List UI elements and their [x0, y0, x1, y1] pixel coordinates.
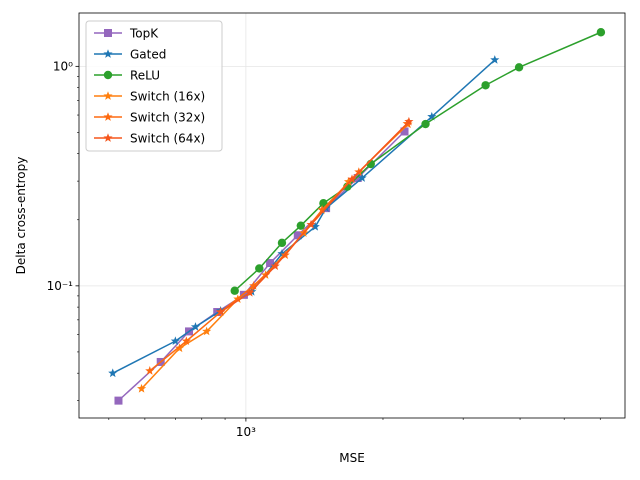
data-point	[230, 286, 239, 295]
legend-label: Switch (16x)	[130, 90, 205, 104]
data-point	[277, 238, 287, 248]
legend-label: Switch (64x)	[130, 132, 205, 146]
data-point	[306, 219, 316, 229]
data-point	[596, 28, 606, 37]
legend-marker	[103, 133, 113, 142]
axis-ticks: 10³ 10⁻¹ 10⁰	[47, 59, 601, 439]
y-axis-label: Delta cross-entropy	[14, 157, 28, 275]
data-point	[255, 264, 264, 273]
x-axis-label: MSE	[339, 451, 365, 465]
y-tick-label: 10⁻¹	[47, 279, 74, 293]
data-point	[347, 174, 357, 184]
legend-marker	[104, 29, 112, 37]
legend-item: ReLU	[94, 69, 160, 83]
data-point	[427, 111, 437, 121]
legend-item: Switch (64x)	[94, 132, 205, 146]
data-point	[202, 326, 212, 336]
data-point	[404, 116, 414, 126]
data-point	[216, 307, 226, 316]
plot-series	[108, 28, 606, 405]
data-point	[266, 259, 275, 268]
legend-marker	[103, 91, 113, 100]
data-point	[353, 173, 362, 182]
legend-marker	[103, 112, 113, 121]
data-point	[317, 205, 327, 214]
data-point	[270, 261, 280, 270]
data-point	[514, 63, 524, 72]
series-line	[220, 121, 410, 313]
x-tick-label: 10³	[236, 425, 256, 439]
data-point	[136, 383, 147, 393]
data-point	[108, 368, 118, 378]
legend-label: ReLU	[130, 69, 160, 83]
legend-item: Switch (16x)	[94, 90, 205, 104]
data-point	[310, 221, 320, 231]
data-point	[343, 176, 354, 186]
data-point	[400, 127, 409, 136]
data-point	[114, 396, 123, 405]
data-point	[245, 287, 255, 297]
data-point	[181, 336, 191, 345]
data-point	[293, 231, 302, 240]
legend: TopK Gated ReLU Switch (16x) Switch (32x) Swi…	[85, 20, 223, 152]
legend-item: Switch (32x)	[94, 111, 205, 125]
data-point	[145, 366, 155, 375]
data-point	[421, 119, 430, 129]
legend-label: TopK	[129, 27, 159, 41]
data-point	[490, 55, 500, 64]
data-point	[296, 221, 306, 230]
series-5	[216, 116, 414, 316]
data-point	[357, 173, 367, 182]
plot-frame	[78, 12, 626, 419]
data-point	[213, 308, 222, 317]
data-point	[277, 248, 287, 258]
data-point	[170, 336, 180, 345]
y-tick-label: 10⁰	[53, 59, 73, 73]
series-2	[230, 28, 606, 295]
legend-item: TopK	[94, 27, 159, 41]
legend-marker	[103, 70, 113, 80]
data-point	[481, 81, 490, 90]
data-point	[249, 281, 259, 290]
legend-item: Gated	[94, 48, 166, 62]
legend-label: Gated	[130, 48, 166, 62]
data-point	[175, 343, 185, 353]
legend-marker	[103, 49, 113, 58]
data-point	[190, 322, 201, 331]
legend-label: Switch (32x)	[130, 111, 205, 125]
series-line	[117, 130, 406, 402]
